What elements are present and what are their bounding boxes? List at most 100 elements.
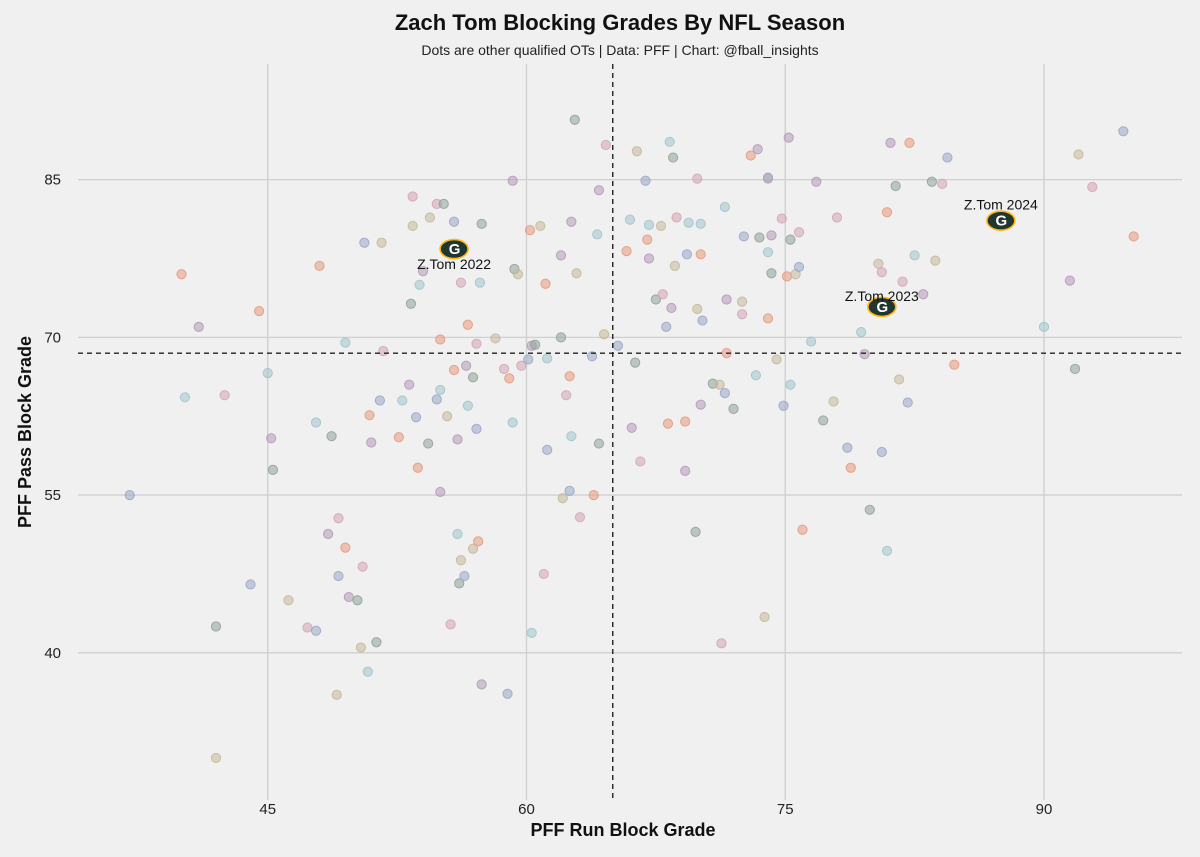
x-tick-label: 75 — [777, 801, 794, 818]
other-ot-point — [407, 220, 418, 232]
other-ot-point — [890, 180, 901, 192]
other-ot-point — [599, 329, 610, 340]
other-ot-point — [864, 504, 875, 515]
other-ot-point — [630, 357, 641, 368]
other-ot-point — [937, 178, 948, 189]
other-ot-point — [393, 432, 404, 443]
other-ot-point — [476, 218, 487, 229]
other-ot-point — [766, 230, 777, 241]
other-ot-point — [657, 289, 668, 300]
other-ot-point — [555, 332, 567, 343]
other-ot-point — [471, 423, 482, 434]
other-ot-point — [909, 250, 920, 261]
other-ot-point — [445, 619, 456, 630]
other-ot-point — [462, 400, 473, 411]
other-ot-point — [669, 260, 680, 271]
logo-letter: G — [449, 241, 461, 258]
other-ot-point — [664, 136, 675, 147]
other-ot-point — [655, 220, 667, 232]
other-ot-point — [193, 321, 204, 332]
other-ot-point — [738, 231, 749, 242]
other-ot-point — [621, 246, 632, 257]
other-ot-point — [574, 512, 586, 523]
other-ot-point — [404, 379, 415, 390]
other-ot-point — [592, 229, 603, 240]
other-ot-point — [424, 212, 435, 223]
y-tick-label: 85 — [44, 172, 61, 189]
logo-letter: G — [877, 299, 889, 316]
other-ot-point — [431, 394, 442, 405]
other-ot-point — [564, 371, 575, 382]
other-ot-point — [359, 237, 370, 248]
other-ot-points — [124, 114, 1139, 764]
y-tick-label: 70 — [44, 329, 61, 346]
other-ot-point — [179, 392, 191, 403]
other-ot-point — [719, 387, 730, 399]
other-ot-point — [904, 137, 915, 148]
other-ot-point — [593, 185, 605, 196]
other-ot-point — [1073, 149, 1084, 160]
other-ot-point — [476, 679, 487, 690]
other-ot-point — [692, 303, 703, 315]
other-ot-point — [680, 416, 691, 427]
other-ot-point — [540, 278, 551, 289]
other-ot-point — [561, 390, 572, 401]
other-ot-point — [695, 249, 706, 260]
packers-logo-icon: G — [439, 238, 469, 260]
other-ot-point — [783, 132, 794, 143]
other-ot-point — [266, 433, 277, 444]
other-ot-point — [423, 438, 434, 449]
other-ot-point — [1069, 363, 1081, 375]
other-ot-point — [502, 688, 513, 699]
other-ot-point — [714, 379, 725, 390]
x-tick-label: 45 — [259, 801, 276, 818]
other-ot-point — [435, 334, 446, 345]
other-ot-point — [1087, 181, 1098, 193]
other-ot-point — [507, 175, 518, 186]
other-ot-point — [245, 579, 256, 590]
other-ot-point — [462, 319, 473, 330]
other-ot-point — [530, 339, 541, 350]
other-ot-point — [785, 234, 796, 245]
other-ot-point — [417, 266, 429, 277]
other-ot-point — [352, 595, 363, 606]
other-ot-point — [752, 144, 763, 155]
other-ot-point — [885, 137, 896, 148]
other-ot-point — [643, 253, 655, 264]
other-ot-point — [566, 431, 577, 442]
other-ot-point — [845, 462, 856, 473]
other-ot-point — [737, 296, 748, 307]
other-ot-point — [455, 555, 467, 566]
other-ot-point — [535, 220, 546, 232]
other-ot-point — [612, 340, 624, 351]
other-ot-point — [412, 462, 423, 473]
other-ot-point — [1064, 275, 1075, 286]
other-ot-point — [355, 642, 366, 653]
other-ot-point — [542, 444, 553, 455]
other-ot-point — [745, 150, 756, 161]
other-ot-point — [490, 333, 501, 344]
other-ot-point — [371, 637, 382, 648]
other-ot-point — [1118, 126, 1129, 137]
other-ot-point — [314, 260, 325, 271]
other-ot-point — [452, 528, 463, 540]
other-ot-point — [283, 595, 294, 606]
grid-lines — [78, 64, 1182, 800]
other-ot-point — [454, 578, 465, 589]
other-ot-point — [267, 464, 279, 475]
other-ot-point — [504, 373, 515, 384]
other-ot-point — [930, 255, 941, 266]
other-ot-point — [716, 638, 727, 649]
other-ot-point — [894, 374, 905, 385]
other-ot-point — [459, 570, 470, 582]
other-ot-point — [448, 364, 460, 376]
other-ot-point — [680, 465, 691, 477]
highlight-point-label: Z.Tom 2023 — [845, 288, 919, 304]
other-ot-point — [407, 191, 418, 202]
other-ot-point — [635, 456, 646, 467]
other-ot-point — [859, 349, 870, 360]
x-tick-label: 60 — [518, 801, 535, 818]
other-ot-point — [797, 524, 808, 535]
other-ot-point — [566, 216, 577, 227]
other-ot-point — [690, 526, 701, 537]
